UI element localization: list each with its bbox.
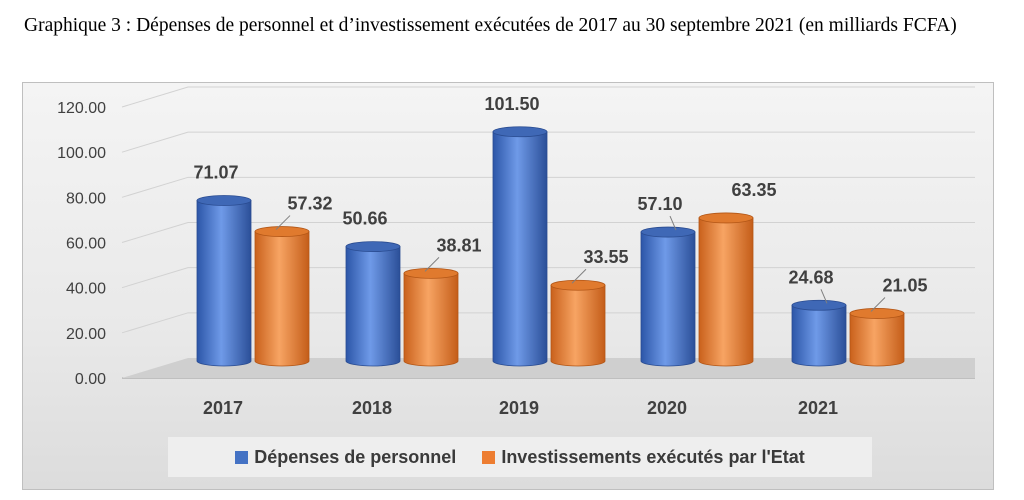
data-label-investissements-2017: 57.32: [287, 194, 332, 214]
chart-floor: [122, 358, 975, 378]
gridline: [121, 86, 975, 108]
x-tick-label-2017: 2017: [203, 398, 243, 418]
x-tick-label-2018: 2018: [352, 398, 392, 418]
data-label-investissements-2018: 38.81: [436, 235, 481, 255]
bar-personnel-2018: [345, 246, 401, 367]
legend-label-personnel: Dépenses de personnel: [254, 446, 457, 467]
y-tick-label: 120.00: [57, 100, 106, 117]
bar-top-investissements-2017: [254, 226, 310, 237]
legend: Dépenses de personnel Investissements ex…: [168, 437, 872, 477]
bar-personnel-2020: [640, 231, 696, 367]
y-tick-label: 40.00: [66, 281, 106, 298]
label-leader-line: [820, 289, 828, 304]
bar-top-personnel-2021: [791, 299, 847, 311]
label-leader-line: [275, 215, 291, 230]
y-tick-label: 60.00: [66, 236, 106, 253]
bar-top-personnel-2020: [640, 226, 696, 238]
label-leader-line: [424, 257, 440, 272]
x-tick-label-2019: 2019: [499, 398, 539, 418]
data-label-investissements-2021: 21.05: [882, 275, 927, 295]
y-tick-label: 20.00: [66, 326, 106, 343]
bar-investissements-2021: [849, 313, 905, 367]
legend-swatch-blue: [235, 450, 249, 464]
gridline: [121, 176, 975, 198]
bar-top-personnel-2019: [492, 126, 548, 138]
data-label-investissements-2020: 63.35: [731, 180, 776, 200]
data-label-personnel-2021: 24.68: [788, 267, 833, 287]
label-leader-line: [669, 215, 677, 231]
bar-personnel-2021: [791, 304, 847, 367]
bar-top-investissements-2019: [550, 279, 606, 291]
chart-area: [22, 82, 994, 490]
data-label-personnel-2018: 50.66: [342, 209, 387, 229]
gridline: [121, 131, 975, 153]
chart-title: Graphique 3 : Dépenses de personnel et d…: [24, 15, 957, 36]
bar-personnel-2017: [196, 200, 252, 367]
bar-personnel-2019: [492, 131, 548, 367]
legend-item-personnel: Dépenses de personnel: [235, 447, 456, 468]
bar-investissements-2020: [698, 217, 754, 367]
data-label-personnel-2019: 101.50: [484, 94, 539, 114]
bar-investissements-2018: [403, 272, 459, 367]
y-tick-label: 0.00: [75, 371, 106, 388]
label-leader-line: [571, 268, 587, 284]
legend-item-investissements: Investissements exécutés par l'Etat: [482, 446, 805, 468]
legend-swatch-orange: [482, 450, 496, 464]
bar-top-investissements-2018: [403, 267, 459, 279]
bar-investissements-2019: [550, 284, 606, 367]
data-label-personnel-2017: 71.07: [193, 163, 238, 183]
y-tick-label: 80.00: [66, 190, 106, 207]
bar-top-personnel-2018: [345, 241, 401, 252]
y-tick-label: 100.00: [57, 145, 106, 162]
x-tick-label-2020: 2020: [647, 398, 687, 418]
label-leader-line: [870, 297, 886, 312]
bar-investissements-2017: [254, 231, 310, 367]
legend-label-investissements: Investissements exécutés par l'Etat: [501, 446, 805, 467]
data-label-personnel-2020: 57.10: [637, 194, 682, 214]
data-label-investissements-2019: 33.55: [583, 247, 628, 267]
bar-top-investissements-2020: [698, 212, 754, 224]
x-tick-label-2021: 2021: [798, 398, 838, 418]
bar-top-investissements-2021: [849, 308, 905, 319]
bar-top-personnel-2017: [196, 195, 252, 206]
